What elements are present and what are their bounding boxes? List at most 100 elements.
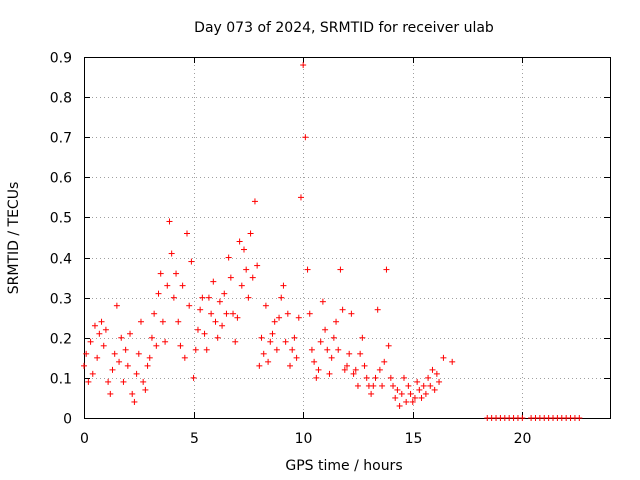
data-point	[449, 358, 456, 365]
data-point	[181, 354, 188, 361]
data-point	[140, 378, 147, 385]
data-point	[295, 314, 302, 321]
data-point	[89, 370, 96, 377]
data-point	[87, 338, 94, 345]
data-point	[100, 342, 107, 349]
data-point	[131, 398, 138, 405]
data-point	[379, 382, 386, 389]
data-point	[85, 378, 92, 385]
data-point	[390, 382, 397, 389]
y-tick-label: 0.8	[50, 91, 72, 107]
data-point	[276, 314, 283, 321]
data-point	[431, 386, 438, 393]
y-tick-label: 0	[63, 412, 72, 428]
data-point	[308, 346, 315, 353]
data-point	[262, 302, 269, 309]
data-point	[396, 402, 403, 409]
data-point	[190, 374, 197, 381]
data-point	[326, 370, 333, 377]
data-point	[122, 346, 129, 353]
y-tick-label: 0.5	[50, 211, 72, 227]
data-point	[291, 334, 298, 341]
data-point	[328, 354, 335, 361]
data-point	[416, 386, 423, 393]
data-point	[83, 350, 90, 357]
data-point	[322, 326, 329, 333]
data-point	[359, 334, 366, 341]
data-point	[260, 350, 267, 357]
data-point	[129, 390, 136, 397]
x-tick-label: 15	[405, 431, 423, 447]
data-point	[433, 370, 440, 377]
data-point	[394, 386, 401, 393]
data-point	[201, 330, 208, 337]
data-point	[302, 134, 309, 141]
data-point	[425, 374, 432, 381]
data-point	[339, 306, 346, 313]
data-point	[519, 415, 526, 421]
data-point	[254, 262, 261, 269]
data-point	[105, 378, 112, 385]
y-tick-label: 0.6	[50, 171, 72, 187]
data-point	[400, 374, 407, 381]
data-point	[153, 342, 160, 349]
data-point	[173, 270, 180, 277]
data-point	[227, 274, 234, 281]
data-point	[127, 330, 134, 337]
data-point	[368, 390, 375, 397]
data-point	[230, 310, 237, 317]
data-point	[146, 354, 153, 361]
data-point	[352, 366, 359, 373]
data-point	[411, 394, 418, 401]
y-tick-label: 0.7	[50, 131, 72, 147]
data-point	[383, 266, 390, 273]
data-point	[247, 230, 254, 237]
data-point	[311, 358, 318, 365]
data-point	[120, 378, 127, 385]
data-point	[188, 258, 195, 265]
y-axis-label: SRMTID / TECUs	[6, 182, 22, 295]
data-point	[271, 318, 278, 325]
data-point	[116, 358, 123, 365]
data-point	[440, 354, 447, 361]
data-point	[94, 354, 101, 361]
data-points	[81, 62, 583, 421]
data-point	[186, 302, 193, 309]
data-point	[142, 386, 149, 393]
data-point	[337, 266, 344, 273]
data-point	[436, 378, 443, 385]
data-point	[398, 390, 405, 397]
data-point	[197, 306, 204, 313]
data-point	[344, 362, 350, 369]
data-point	[341, 366, 348, 373]
data-point	[313, 374, 320, 381]
data-point	[372, 374, 379, 381]
data-point	[225, 254, 232, 261]
data-point	[280, 282, 287, 289]
data-point	[133, 370, 140, 377]
data-point	[357, 350, 364, 357]
data-point	[168, 250, 175, 257]
data-point	[335, 346, 342, 353]
data-point	[306, 310, 313, 317]
data-point	[350, 370, 357, 377]
data-point	[96, 330, 103, 337]
x-tick-label: 5	[190, 431, 199, 447]
data-point	[319, 298, 326, 305]
data-point	[284, 310, 291, 317]
data-point	[346, 350, 353, 357]
data-point	[81, 362, 87, 369]
data-point	[363, 374, 370, 381]
data-point	[102, 326, 109, 333]
data-point	[221, 290, 228, 297]
data-point	[159, 318, 166, 325]
data-point	[420, 382, 427, 389]
data-point	[418, 394, 425, 401]
data-point	[278, 294, 285, 301]
data-point	[236, 238, 243, 245]
x-tick-label: 20	[514, 431, 532, 447]
data-point	[240, 246, 247, 253]
data-point	[208, 310, 215, 317]
data-point	[98, 318, 105, 325]
